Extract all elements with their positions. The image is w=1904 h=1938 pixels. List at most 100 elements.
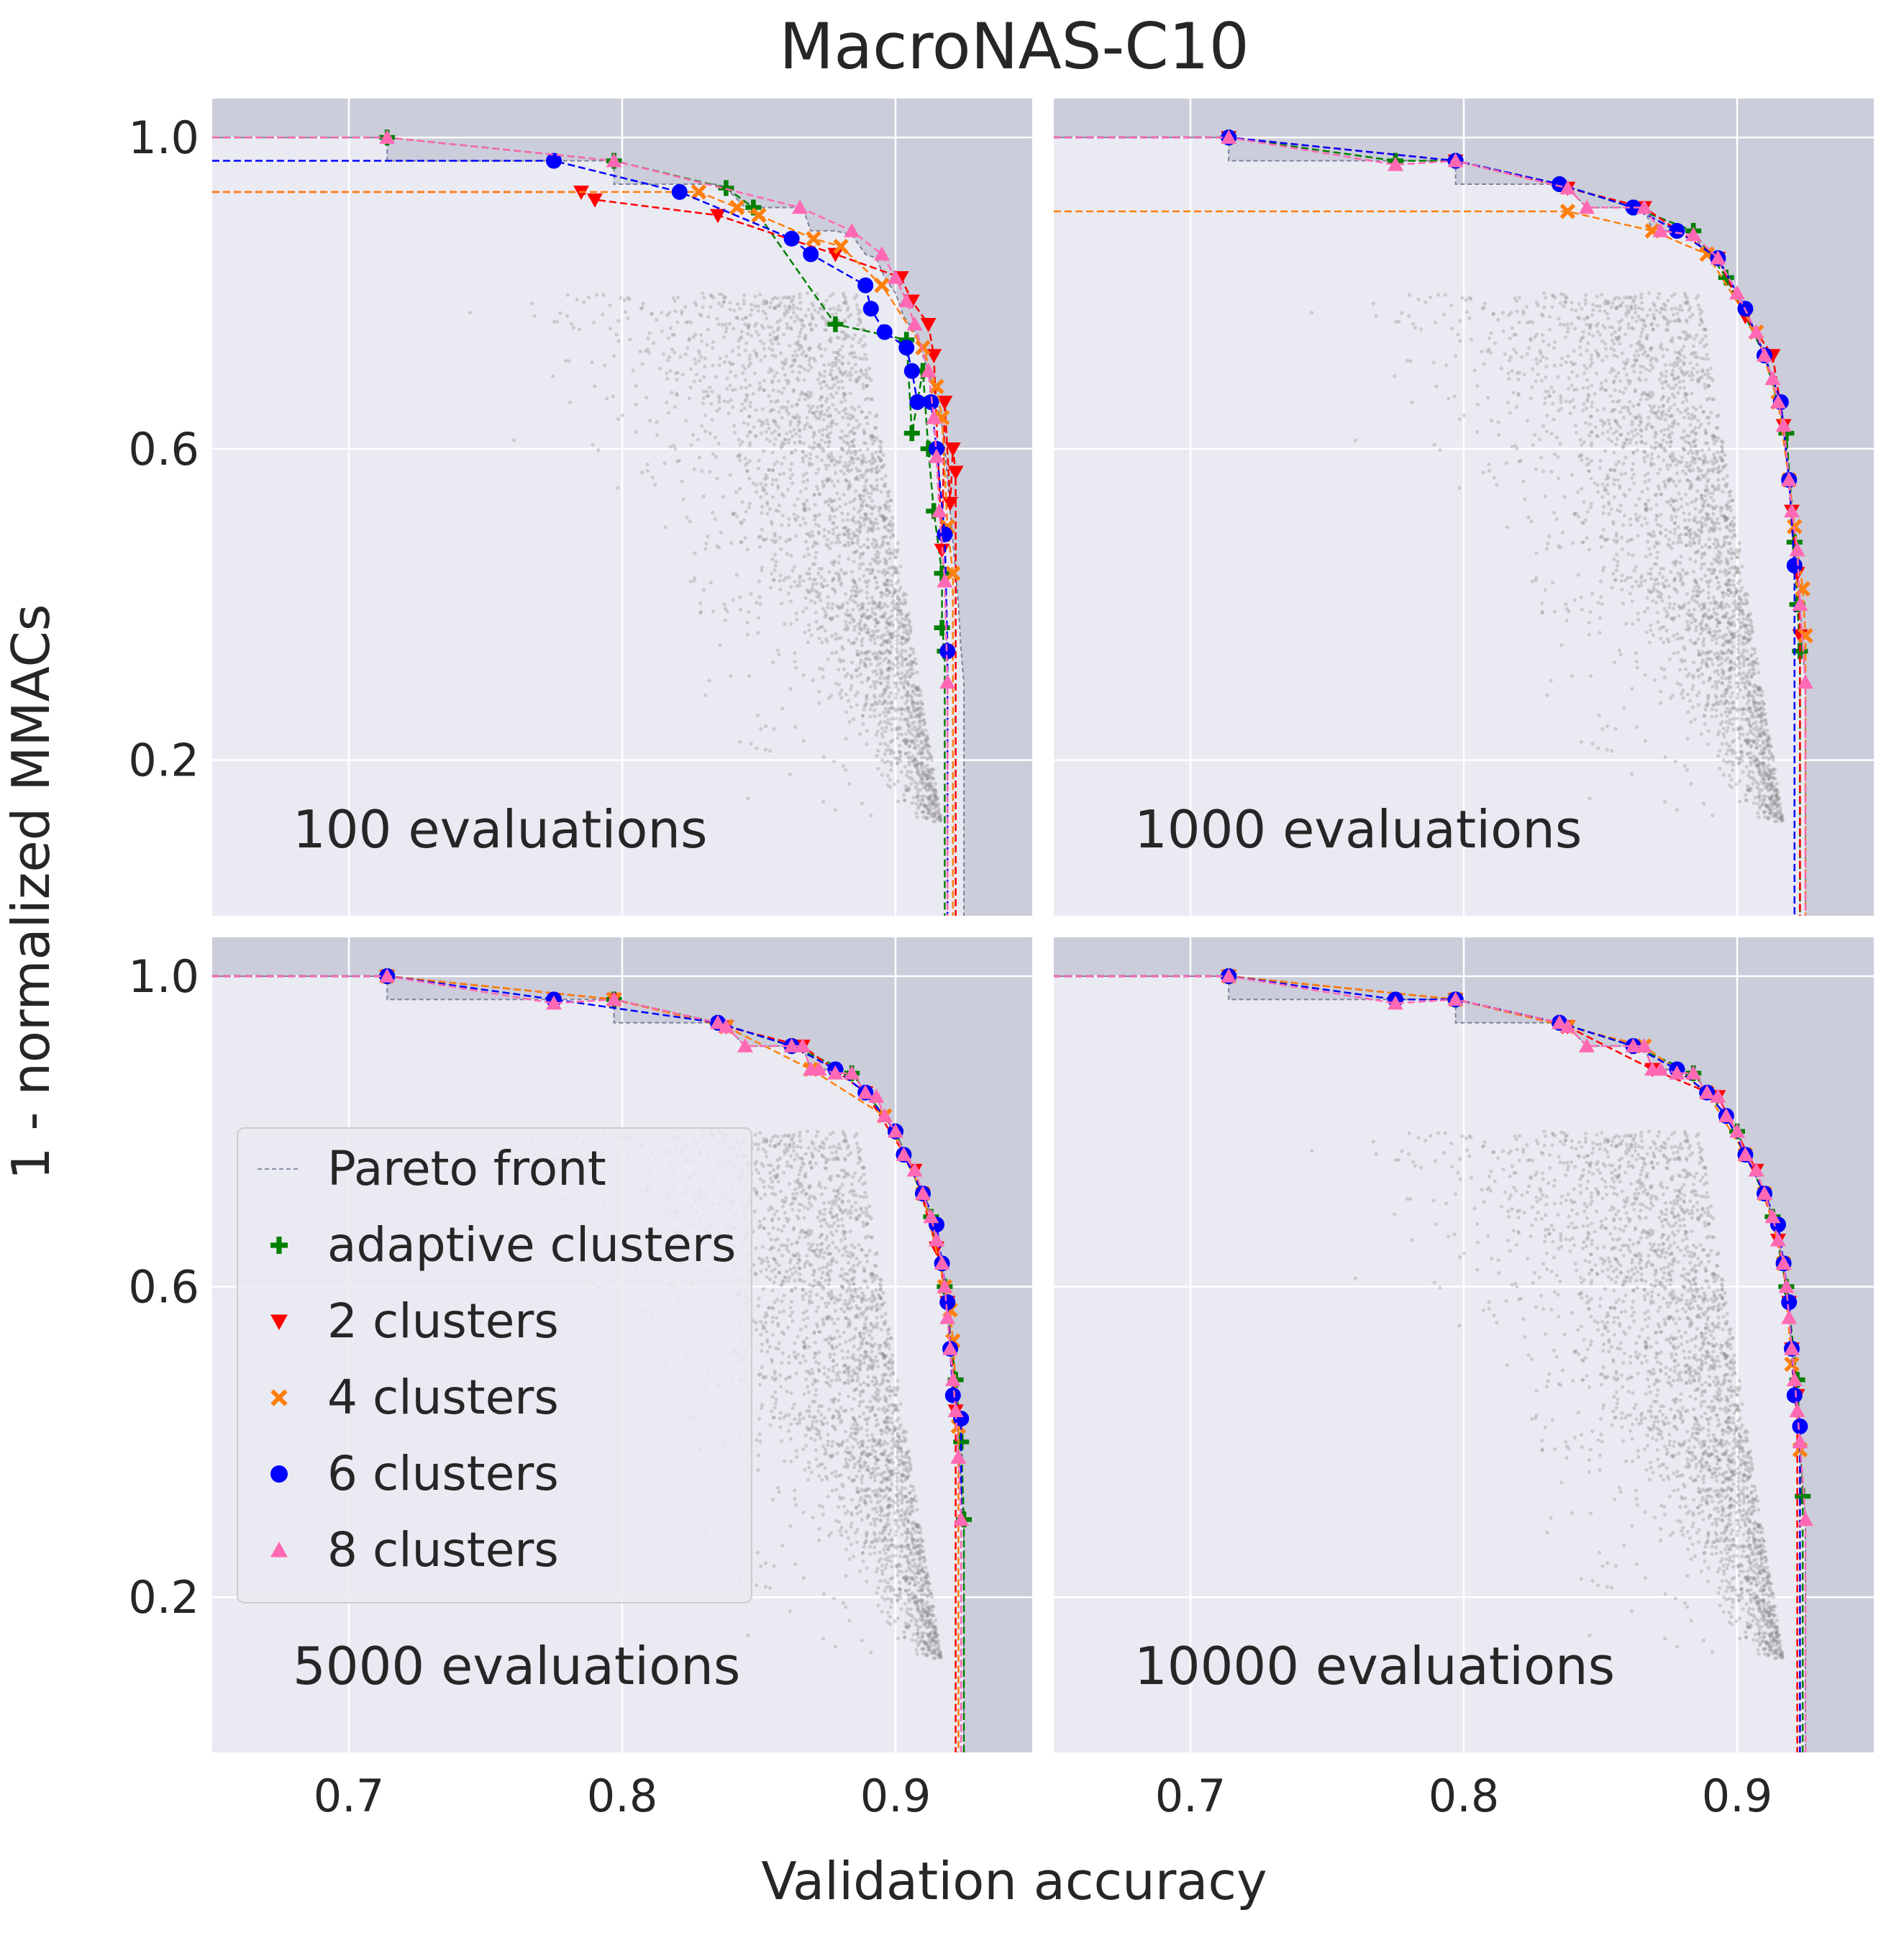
evaluated-point	[747, 353, 752, 358]
evaluated-point	[821, 485, 826, 489]
evaluated-point	[879, 635, 883, 640]
evaluated-point	[920, 781, 924, 786]
evaluated-point	[840, 345, 844, 349]
evaluated-point	[837, 578, 841, 583]
evaluated-point	[1693, 460, 1698, 465]
evaluated-point	[1621, 445, 1625, 450]
evaluated-point	[873, 559, 877, 563]
evaluated-point	[860, 637, 865, 641]
evaluated-point	[870, 634, 875, 639]
evaluated-point	[1664, 374, 1668, 378]
evaluated-point	[1580, 458, 1584, 463]
evaluated-point	[898, 608, 902, 612]
evaluated-point	[1753, 708, 1757, 712]
evaluated-point	[855, 303, 860, 308]
evaluated-point	[776, 389, 780, 393]
evaluated-point	[1707, 678, 1711, 683]
evaluated-point	[1584, 406, 1588, 411]
evaluated-point	[511, 438, 516, 442]
evaluated-point	[921, 814, 926, 819]
evaluated-point	[748, 441, 752, 445]
evaluated-point	[867, 650, 872, 654]
evaluated-point	[873, 521, 877, 525]
evaluated-point	[735, 514, 739, 519]
evaluated-point	[896, 672, 901, 677]
evaluated-point	[801, 517, 806, 521]
evaluated-point	[810, 313, 814, 317]
evaluated-point	[814, 550, 819, 555]
evaluated-point	[858, 493, 862, 498]
evaluated-point	[865, 537, 870, 542]
evaluated-point	[901, 636, 906, 640]
evaluated-point	[881, 452, 885, 458]
evaluated-point	[847, 543, 851, 547]
evaluated-point	[853, 363, 858, 367]
evaluated-point	[812, 430, 816, 435]
evaluated-point	[1585, 348, 1589, 352]
evaluated-point	[860, 588, 864, 593]
evaluated-point	[883, 611, 888, 615]
evaluated-point	[898, 601, 903, 606]
evaluated-point	[890, 522, 895, 527]
evaluated-point	[898, 586, 903, 590]
evaluated-point	[851, 578, 855, 583]
evaluated-point	[1687, 373, 1692, 378]
evaluated-point	[745, 393, 750, 398]
evaluated-point	[907, 710, 912, 714]
evaluated-point	[793, 416, 798, 420]
evaluated-point	[793, 665, 798, 670]
evaluated-point	[898, 681, 903, 685]
evaluated-point	[825, 583, 829, 588]
evaluated-point	[1566, 354, 1570, 358]
evaluated-point	[905, 628, 909, 632]
evaluated-point	[906, 788, 911, 793]
evaluated-point	[1707, 529, 1711, 534]
evaluated-point	[791, 311, 796, 315]
evaluated-point	[860, 460, 865, 464]
evaluated-point	[778, 432, 782, 437]
evaluated-point	[1534, 576, 1539, 580]
evaluated-point	[1650, 425, 1655, 429]
evaluated-point	[1550, 581, 1554, 585]
evaluated-point	[931, 784, 935, 788]
evaluated-point	[1659, 636, 1663, 641]
evaluated-point	[885, 676, 890, 681]
evaluated-point	[752, 425, 756, 429]
evaluated-point	[1643, 480, 1647, 484]
evaluated-point	[895, 655, 899, 660]
evaluated-point	[1675, 463, 1679, 467]
evaluated-point	[925, 775, 929, 780]
evaluated-point	[902, 793, 906, 797]
evaluated-point	[798, 489, 803, 494]
evaluated-point	[878, 650, 882, 654]
evaluated-point	[1672, 319, 1677, 323]
evaluated-point	[1634, 579, 1639, 584]
evaluated-point	[532, 314, 537, 318]
evaluated-point	[898, 676, 902, 681]
evaluated-point	[1642, 456, 1646, 460]
evaluated-point	[890, 524, 894, 529]
evaluated-point	[934, 799, 938, 803]
evaluated-point	[834, 650, 839, 655]
evaluated-point	[1614, 534, 1618, 538]
evaluated-point	[1407, 293, 1411, 297]
evaluated-point	[926, 783, 930, 788]
evaluated-point	[883, 729, 888, 734]
evaluated-point	[865, 693, 869, 698]
evaluated-point	[1639, 434, 1644, 439]
evaluated-point	[777, 304, 782, 308]
evaluated-point	[787, 307, 792, 311]
evaluated-point	[832, 499, 837, 503]
evaluated-point	[878, 719, 883, 724]
evaluated-point	[926, 737, 930, 742]
evaluated-point	[1731, 661, 1736, 665]
evaluated-point	[857, 340, 861, 345]
evaluated-point	[1534, 379, 1538, 383]
evaluated-point	[1654, 577, 1659, 581]
evaluated-point	[1716, 478, 1721, 482]
evaluated-point	[1747, 770, 1752, 774]
evaluated-point	[1541, 424, 1546, 428]
evaluated-point	[817, 566, 821, 571]
evaluated-point	[1750, 625, 1754, 630]
